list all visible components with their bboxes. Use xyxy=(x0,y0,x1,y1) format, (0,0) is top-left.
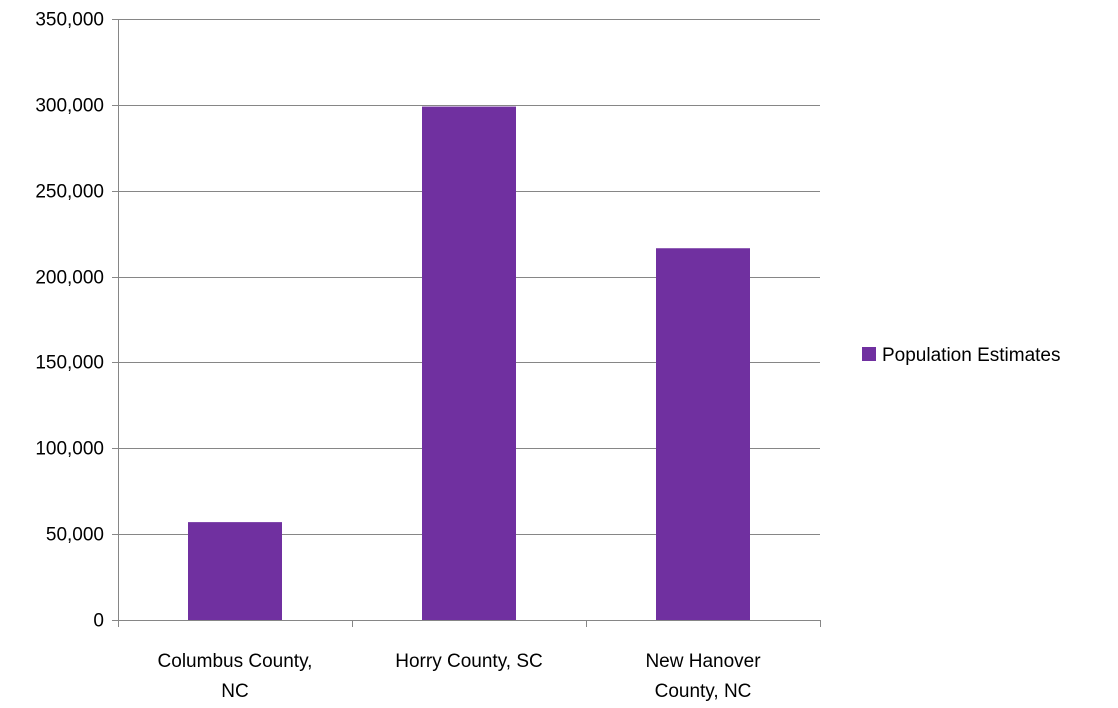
y-tick-label: 350,000 xyxy=(35,10,104,31)
bar xyxy=(422,106,516,621)
x-tick-labels: Columbus County, NC Horry County, SC New Ha… xyxy=(158,651,762,702)
x-tick-label: Columbus County, NC xyxy=(158,651,313,702)
x-tick-label: Horry County, SC xyxy=(395,651,542,672)
bars xyxy=(188,106,750,621)
legend: Population Estimates xyxy=(862,345,1061,366)
legend-label: Population Estimates xyxy=(882,345,1061,366)
legend-swatch xyxy=(862,347,876,361)
axes xyxy=(112,19,821,627)
y-tick-label: 250,000 xyxy=(35,182,104,203)
y-tick-labels: 0 50,000 100,000 150,000 200,000 250,000 300,0… xyxy=(35,10,104,632)
x-tick-label: New Hanover County, NC xyxy=(645,651,761,702)
y-tick-label: 0 xyxy=(93,611,104,632)
y-tick-label: 300,000 xyxy=(35,96,104,117)
bar xyxy=(656,248,750,620)
y-tick-label: 150,000 xyxy=(35,353,104,374)
y-tick-label: 50,000 xyxy=(46,525,104,546)
y-tick-label: 200,000 xyxy=(35,268,104,289)
y-tick-label: 100,000 xyxy=(35,439,104,460)
bar xyxy=(188,522,282,620)
